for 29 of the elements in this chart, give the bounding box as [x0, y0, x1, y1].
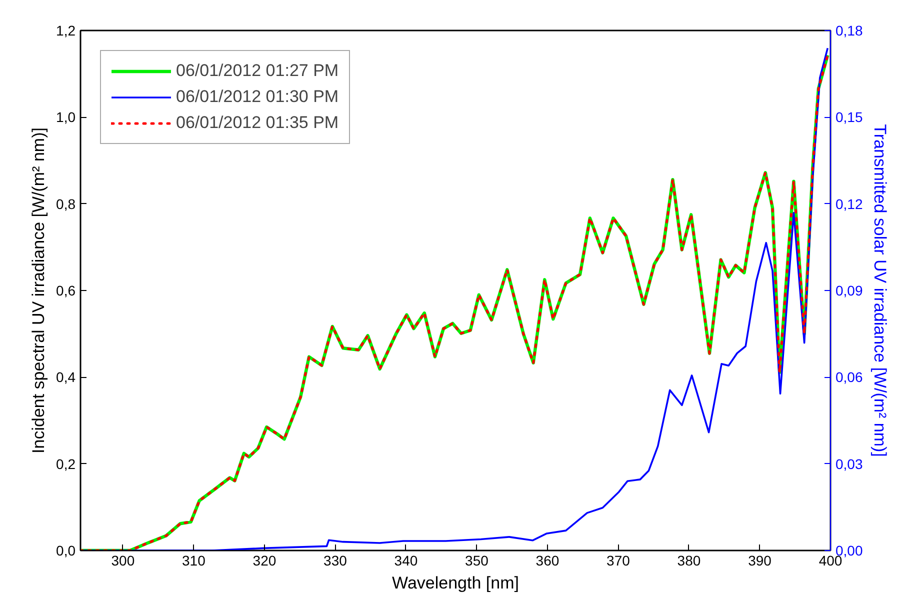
y2-tick-label: 0,09: [836, 282, 863, 298]
x-tick-label: 350: [465, 552, 489, 568]
x-tick-label: 370: [606, 552, 630, 568]
x-tick-label: 380: [677, 552, 701, 568]
x-tick-label: 360: [536, 552, 560, 568]
y2-tick-label: 0,06: [836, 369, 863, 386]
legend-label: 06/01/2012 01:27 PM: [176, 61, 339, 81]
y-tick-label: 0,2: [56, 456, 76, 472]
legend-label: 06/01/2012 01:30 PM: [176, 87, 339, 107]
y-tick-label: 0,6: [56, 282, 76, 298]
y-tick-label: 0,8: [56, 196, 76, 212]
y2-axis-title: Transmitted solar UV irradiance [W/(m² nm)]: [870, 124, 890, 457]
x-tick-label: 330: [324, 552, 348, 568]
x-tick-label: 300: [111, 552, 135, 568]
y-tick-label: 1,0: [56, 109, 76, 126]
y2-tick-label: 0,03: [836, 456, 863, 472]
x-tick-label: 320: [252, 552, 276, 568]
x-axis-title: Wavelength [nm]: [392, 574, 519, 592]
y2-tick-label: 0,18: [836, 22, 863, 38]
y2-tick-label: 0,15: [836, 109, 863, 126]
y-axis-title: Incident spectral UV irradiance [W/(m² nm)]: [29, 128, 48, 454]
x-tick-label: 310: [182, 552, 206, 568]
x-tick-label: 340: [394, 552, 418, 568]
y2-tick-label: 0,12: [836, 196, 863, 212]
y-tick-label: 0,0: [56, 542, 76, 558]
y-tick-label: 0,4: [56, 369, 76, 386]
legend-label: 06/01/2012 01:35 PM: [176, 113, 339, 133]
x-tick-label: 390: [748, 552, 772, 568]
y-tick-label: 1,2: [56, 22, 76, 38]
